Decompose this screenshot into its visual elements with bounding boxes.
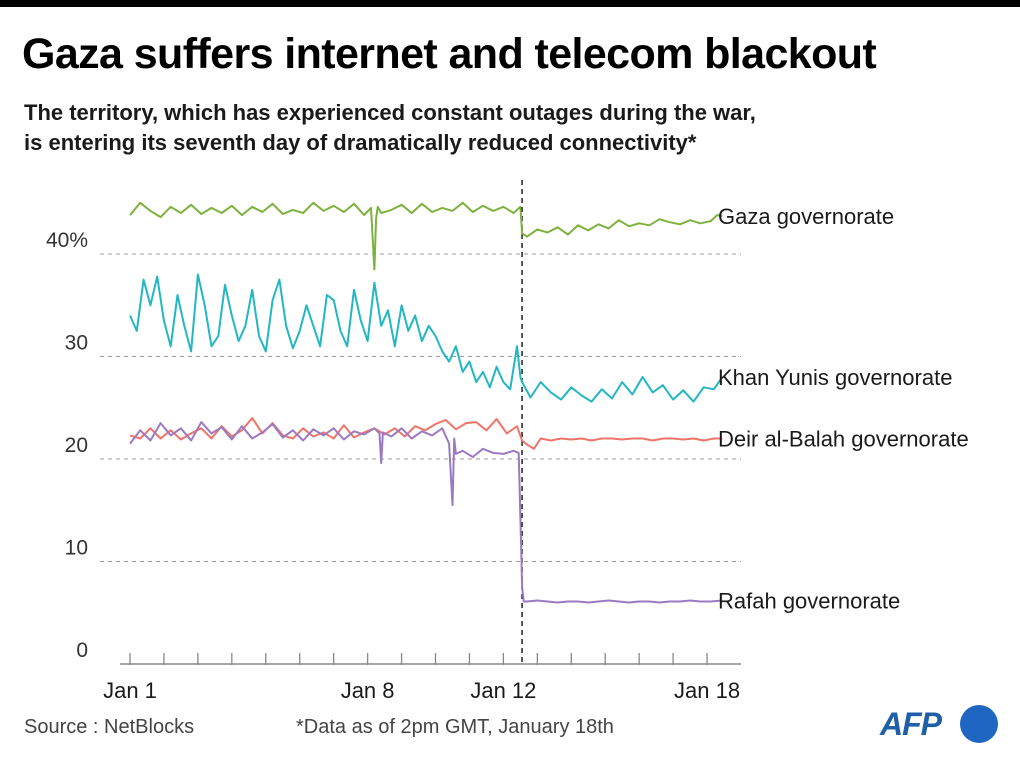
afp-logo: AFP: [880, 700, 1000, 748]
x-tick-label: Jan 8: [341, 678, 395, 703]
y-tick-label: 0: [76, 639, 88, 662]
afp-logo-dot: [960, 705, 998, 743]
chart-title: Gaza suffers internet and telecom blacko…: [22, 30, 877, 78]
series-line-deir-al-balah: [129, 417, 723, 450]
series-label: Rafah governorate: [718, 588, 900, 613]
top-rule: [0, 0, 1020, 7]
series-line-rafah: [129, 421, 723, 604]
chart-subtitle: The territory, which has experienced con…: [24, 98, 984, 158]
y-tick-label: 10: [65, 537, 88, 560]
subtitle-line-2: is entering its seventh day of dramatica…: [24, 130, 697, 155]
x-tick-label: Jan 12: [470, 678, 536, 703]
series-line-gaza: [129, 201, 723, 271]
y-tick-label: 40%: [46, 229, 88, 252]
source-note: Source : NetBlocks: [24, 716, 195, 738]
afp-logo-text: AFP: [880, 706, 942, 742]
series-label: Khan Yunis governorate: [718, 365, 952, 390]
y-tick-label: 20: [65, 434, 88, 457]
series-line-khan-yunis: [129, 273, 724, 403]
data-footnote: *Data as of 2pm GMT, January 18th: [296, 716, 614, 738]
series-label: Gaza governorate: [718, 204, 894, 229]
x-tick-label: Jan 18: [674, 678, 740, 703]
series-label: Deir al-Balah governorate: [718, 427, 969, 452]
y-tick-label: 30: [65, 332, 88, 355]
x-tick-label: Jan 1: [103, 678, 157, 703]
subtitle-line-1: The territory, which has experienced con…: [24, 100, 756, 125]
